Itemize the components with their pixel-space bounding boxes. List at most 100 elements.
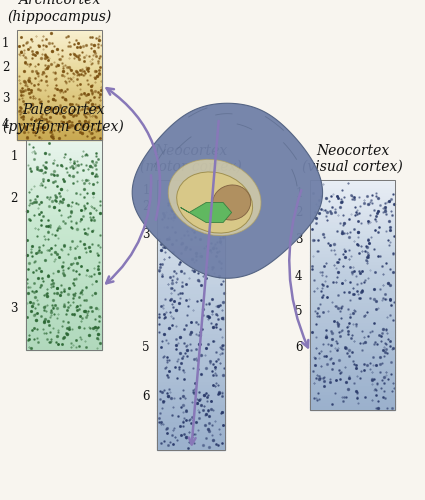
- Text: 2: 2: [295, 206, 303, 218]
- Bar: [310, 312, 395, 315]
- Bar: [26, 187, 102, 190]
- Bar: [310, 306, 395, 310]
- Bar: [157, 433, 225, 436]
- Bar: [17, 78, 102, 80]
- Bar: [26, 253, 102, 256]
- Bar: [26, 234, 102, 237]
- Bar: [310, 407, 395, 410]
- Bar: [310, 180, 395, 410]
- Bar: [310, 218, 395, 220]
- Bar: [17, 90, 102, 92]
- Ellipse shape: [168, 160, 261, 236]
- Bar: [26, 258, 102, 260]
- Text: Neocortex
(visual cortex): Neocortex (visual cortex): [302, 144, 403, 174]
- Bar: [17, 103, 102, 104]
- Bar: [157, 271, 225, 274]
- Bar: [157, 200, 225, 203]
- Bar: [310, 208, 395, 212]
- Bar: [26, 195, 102, 198]
- Bar: [157, 416, 225, 420]
- Bar: [17, 64, 102, 66]
- Bar: [310, 258, 395, 260]
- Bar: [157, 325, 225, 328]
- Bar: [157, 400, 225, 403]
- Bar: [26, 245, 102, 248]
- Bar: [310, 252, 395, 254]
- Bar: [157, 369, 225, 372]
- Bar: [26, 334, 102, 337]
- Bar: [157, 430, 225, 433]
- Text: 3: 3: [295, 234, 303, 246]
- Bar: [26, 222, 102, 224]
- Bar: [157, 180, 225, 450]
- Bar: [17, 72, 102, 74]
- Bar: [26, 192, 102, 195]
- Bar: [157, 308, 225, 312]
- Bar: [26, 174, 102, 177]
- Bar: [157, 220, 225, 224]
- Bar: [26, 140, 102, 350]
- Bar: [26, 153, 102, 156]
- Bar: [310, 183, 395, 186]
- Bar: [26, 337, 102, 340]
- Bar: [310, 396, 395, 398]
- Bar: [310, 347, 395, 350]
- Bar: [17, 48, 102, 50]
- Bar: [26, 206, 102, 208]
- Text: 1: 1: [2, 36, 9, 50]
- Bar: [310, 384, 395, 387]
- Bar: [310, 286, 395, 289]
- Bar: [17, 89, 102, 90]
- Bar: [157, 446, 225, 450]
- Bar: [157, 274, 225, 278]
- Bar: [26, 150, 102, 153]
- Bar: [157, 190, 225, 194]
- Bar: [26, 237, 102, 240]
- Bar: [310, 364, 395, 367]
- Bar: [17, 67, 102, 68]
- Bar: [26, 321, 102, 324]
- Bar: [17, 62, 102, 63]
- Bar: [26, 276, 102, 279]
- Bar: [310, 203, 395, 206]
- Bar: [310, 358, 395, 361]
- Bar: [26, 158, 102, 161]
- Bar: [17, 129, 102, 130]
- Bar: [17, 133, 102, 134]
- Bar: [157, 207, 225, 210]
- Bar: [17, 114, 102, 116]
- Bar: [157, 396, 225, 400]
- Bar: [17, 33, 102, 34]
- Bar: [310, 350, 395, 352]
- Bar: [310, 280, 395, 283]
- Bar: [157, 406, 225, 409]
- Bar: [157, 349, 225, 352]
- Bar: [157, 328, 225, 332]
- Bar: [26, 348, 102, 350]
- Bar: [157, 278, 225, 281]
- Bar: [157, 197, 225, 200]
- Bar: [157, 268, 225, 271]
- Bar: [157, 294, 225, 298]
- Bar: [26, 284, 102, 287]
- Bar: [17, 34, 102, 35]
- Bar: [157, 440, 225, 443]
- Bar: [17, 136, 102, 137]
- Bar: [157, 342, 225, 345]
- Bar: [157, 230, 225, 234]
- Bar: [17, 42, 102, 44]
- Bar: [26, 226, 102, 229]
- Bar: [310, 393, 395, 396]
- Bar: [17, 110, 102, 111]
- Bar: [310, 367, 395, 370]
- Bar: [157, 362, 225, 366]
- Bar: [26, 261, 102, 264]
- Bar: [157, 352, 225, 356]
- Bar: [26, 200, 102, 203]
- Text: 4: 4: [2, 118, 9, 131]
- Bar: [26, 145, 102, 148]
- Bar: [157, 322, 225, 325]
- Bar: [17, 60, 102, 62]
- Bar: [17, 37, 102, 38]
- Bar: [310, 298, 395, 301]
